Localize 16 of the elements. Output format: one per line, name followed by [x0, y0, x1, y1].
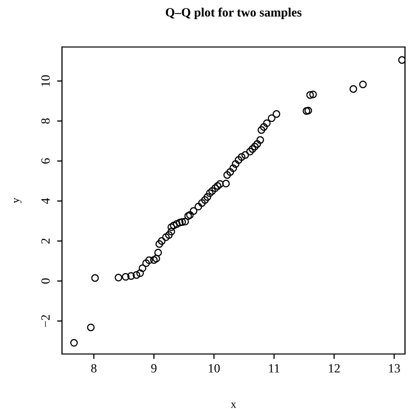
- y-tick-label: 10: [41, 75, 50, 86]
- x-tick-label: 13: [389, 364, 400, 373]
- x-tick-label: 12: [328, 364, 340, 372]
- y-axis-title: y: [14, 198, 22, 204]
- x-tick-label: 11: [269, 364, 280, 372]
- x-tick-label: 9: [151, 364, 157, 373]
- x-tick-label: 10: [208, 364, 220, 373]
- y-tick-label: 8: [41, 118, 50, 124]
- x-axis-title: x: [230, 402, 236, 408]
- y-tick-label: 4: [41, 198, 50, 204]
- y-tick-label: 6: [41, 158, 50, 164]
- y-tick-label: 0: [41, 278, 50, 284]
- y-tick-label: −2: [41, 315, 50, 328]
- chart-title: Q–Q plot for two samples: [166, 8, 302, 20]
- x-tick-label: 8: [91, 364, 96, 373]
- y-tick-label: 2: [41, 238, 50, 244]
